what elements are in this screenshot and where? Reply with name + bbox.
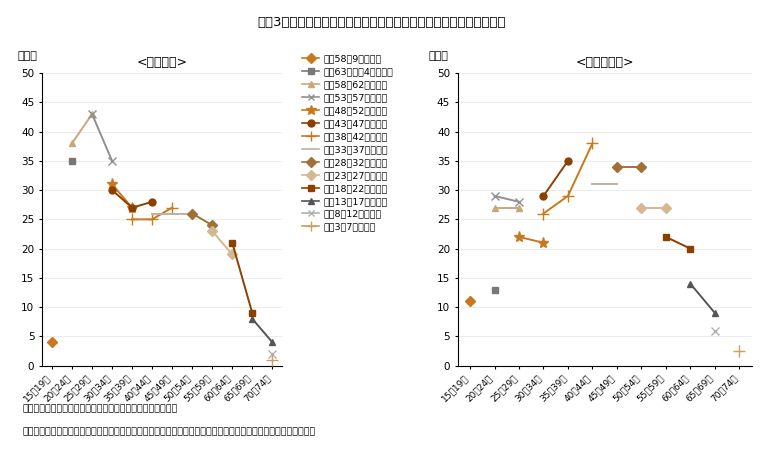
Text: （備考）１．総務省「労働力調査（詳細集計）」より作成。: （備考）１．総務省「労働力調査（詳細集計）」より作成。	[23, 404, 178, 414]
Text: ２．「正規の職員・従業員」を「正規雇用」、「非正規の職員・従業員」を「非正規雇用」としている。: ２．「正規の職員・従業員」を「正規雇用」、「非正規の職員・従業員」を「非正規雇用…	[23, 427, 316, 436]
Title: <正規雇用>: <正規雇用>	[137, 56, 188, 69]
Text: 図袅3　女性の年齢階級別労働力率の世代による特徴（雇用形態別）: 図袅3 女性の年齢階級別労働力率の世代による特徴（雇用形態別）	[257, 16, 506, 29]
Title: <非正規雇用>: <非正規雇用>	[575, 56, 634, 69]
Legend: 平成58～9年生まれ, 昭和63～平成4年生まれ, 昭和58～62年生まれ, 昭和53～57年生まれ, 昭和48～52年生まれ, 昭和43～47年生まれ, 昭和: 平成58～9年生まれ, 昭和63～平成4年生まれ, 昭和58～62年生まれ, 昭…	[298, 50, 397, 235]
Text: （％）: （％）	[429, 52, 449, 61]
Text: （％）: （％）	[18, 52, 38, 61]
